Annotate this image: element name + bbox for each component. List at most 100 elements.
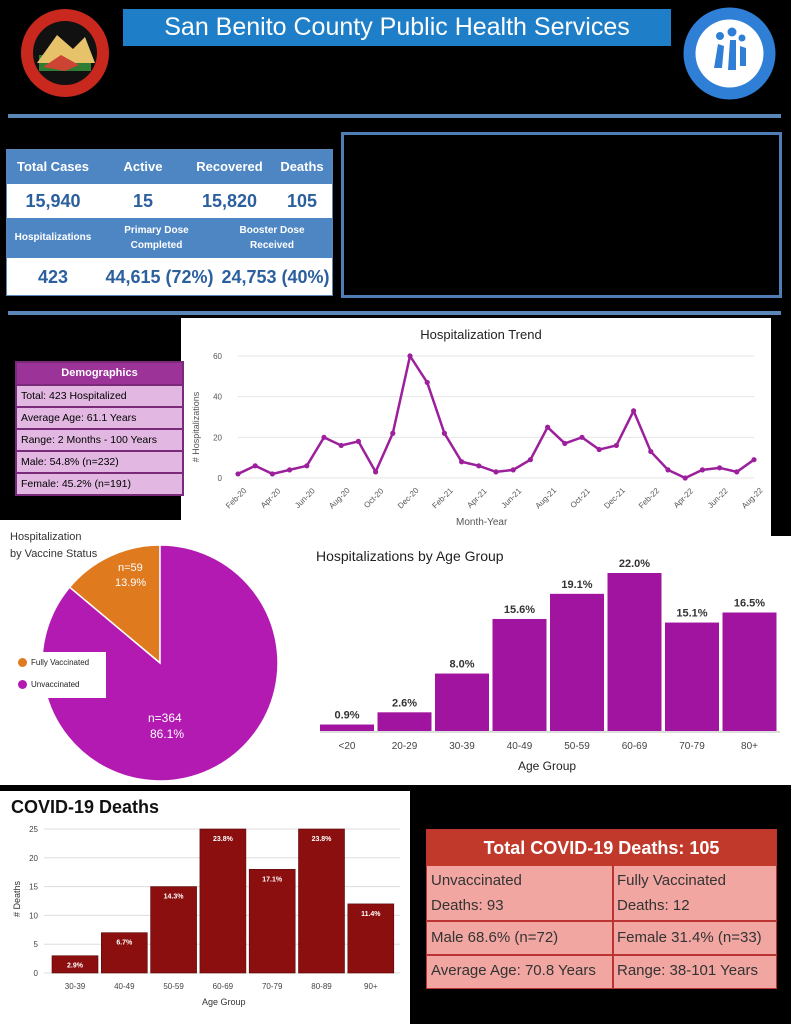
blank-panel	[341, 132, 782, 298]
deaths-female: Female 31.4% (n=33)	[617, 929, 762, 946]
trend-point	[235, 471, 241, 477]
deaths-bar-label: 2.9%	[67, 963, 84, 970]
summary-divider-v	[612, 866, 614, 988]
demographics-average-age: Average Age: 61.1 Years	[17, 406, 182, 428]
trend-point	[596, 446, 602, 453]
demographics-female: Female: 45.2% (n=191)	[17, 472, 182, 494]
demographics-total: Total: 423 Hospitalized	[17, 384, 182, 406]
pie-label-unvaccinated-n: n=364	[148, 711, 182, 725]
trend-point	[269, 471, 275, 477]
x-tick-label: Oct-21	[569, 486, 593, 510]
header-recovered: Recovered	[196, 159, 263, 174]
age-bar-label: 15.1%	[676, 608, 707, 620]
trend-chart-title: Hospitalization Trend	[420, 327, 542, 342]
vaccinated-deaths: Deaths: 12	[617, 897, 690, 914]
trend-point	[493, 469, 499, 475]
trend-point	[459, 459, 465, 465]
pie-legend: Fully Vaccinated Unvaccinated	[14, 652, 106, 698]
trend-point	[287, 467, 293, 473]
county-seal-logo	[19, 7, 111, 99]
trend-point	[613, 442, 619, 449]
y-tick-label: 20	[213, 433, 222, 442]
age-bar	[492, 618, 547, 731]
deaths-y-tick-label: 15	[29, 883, 38, 892]
health-services-logo	[682, 6, 777, 101]
x-tick-label: Feb-22	[637, 486, 662, 511]
deaths-bar	[347, 903, 395, 974]
trend-point	[304, 463, 310, 469]
vaccine-status-header-area	[0, 520, 182, 542]
hospitalization-trend-chart: Hospitalization Trend 0 20 40 60 Feb-20 Apr-2…	[181, 318, 771, 536]
deaths-category-label: 90+	[364, 982, 378, 991]
trend-point	[648, 448, 654, 455]
unvaccinated-deaths: Deaths: 93	[431, 897, 504, 914]
trend-line	[237, 352, 755, 480]
header-booster-dose: Booster Dose Received	[239, 225, 305, 251]
deaths-bar-label: 23.8%	[312, 836, 333, 843]
age-category-label: 50-59	[564, 741, 590, 752]
trend-xaxis-label: Month-Year	[456, 517, 508, 528]
x-tick-label: Jun-22	[706, 486, 730, 510]
trend-point	[734, 469, 740, 475]
x-tick-label: Feb-21	[430, 486, 455, 511]
vaccine-status-label-line1: Hospitalization	[10, 531, 82, 543]
x-tick-label: Feb-20	[224, 486, 249, 511]
deaths-category-label: 30-39	[65, 982, 86, 991]
deaths-bar-label: 11.4%	[361, 911, 381, 918]
deaths-bar	[199, 828, 247, 974]
header-rule	[8, 114, 781, 118]
age-bar	[607, 573, 662, 731]
vaccinated-label: Fully Vaccinated	[617, 872, 726, 889]
y-tick-label: 60	[213, 352, 222, 361]
trend-point	[751, 457, 757, 463]
y-tick-label: 40	[213, 393, 222, 402]
deaths-category-label: 80-89	[311, 982, 332, 991]
value-primary-dose: 44,615 (72%)	[105, 267, 214, 287]
header-deaths: Deaths	[280, 159, 324, 174]
deaths-category-label: 50-59	[163, 982, 184, 991]
trend-point	[338, 442, 344, 449]
section-rule	[8, 311, 781, 315]
deaths-bar-label: 23.8%	[213, 836, 234, 843]
value-recovered: 15,820	[201, 191, 258, 211]
value-booster-dose: 24,753 (40%)	[221, 267, 330, 287]
age-bar	[722, 612, 777, 731]
trend-point	[699, 467, 706, 473]
trend-point	[476, 463, 482, 469]
deaths-average-age: Average Age: 70.8 Years	[431, 962, 596, 979]
demographics-box: Demographics Total: 423 Hospitalized Ave…	[15, 361, 184, 496]
deaths-y-tick-label: 5	[34, 940, 39, 949]
deaths-y-tick-label: 25	[29, 825, 38, 834]
age-bar	[377, 712, 432, 731]
trend-yaxis-label: # Hospitalizations	[191, 391, 201, 463]
pie-label-unvaccinated-pct: 86.1%	[150, 727, 185, 741]
deaths-bar	[101, 932, 148, 974]
header-primary-dose: Primary Dose Completed	[124, 225, 189, 251]
age-bar	[320, 724, 374, 731]
x-tick-label: Apr-20	[259, 486, 283, 510]
summary-divider-h2	[427, 954, 776, 956]
age-bar-label: 15.6%	[504, 604, 535, 616]
deaths-chart-title: COVID-19 Deaths	[11, 797, 160, 817]
age-bar-label: 2.6%	[392, 697, 417, 709]
deaths-category-label: 40-49	[114, 982, 135, 991]
deaths-range: Range: 38-101 Years	[617, 962, 758, 979]
legend-unvaccinated: Unvaccinated	[18, 680, 79, 690]
age-bar	[665, 622, 719, 731]
trend-point	[545, 424, 551, 430]
value-active: 15	[132, 191, 154, 211]
demographics-male: Male: 54.8% (n=232)	[17, 450, 182, 472]
age-bar	[435, 673, 489, 731]
vaccine-status-pie-chart	[41, 545, 279, 782]
trend-point	[390, 430, 396, 436]
age-category-label: 60-69	[622, 741, 648, 752]
demographics-range: Range: 2 Months - 100 Years	[17, 428, 182, 450]
trend-point	[562, 440, 568, 447]
value-deaths: 105	[286, 191, 318, 211]
trend-point	[441, 430, 447, 436]
age-category-label: 30-39	[449, 741, 475, 752]
deaths-y-tick-label: 0	[34, 969, 39, 978]
deaths-bar	[298, 828, 345, 974]
legend-swatch-orange	[18, 658, 27, 668]
age-bar	[550, 593, 604, 731]
